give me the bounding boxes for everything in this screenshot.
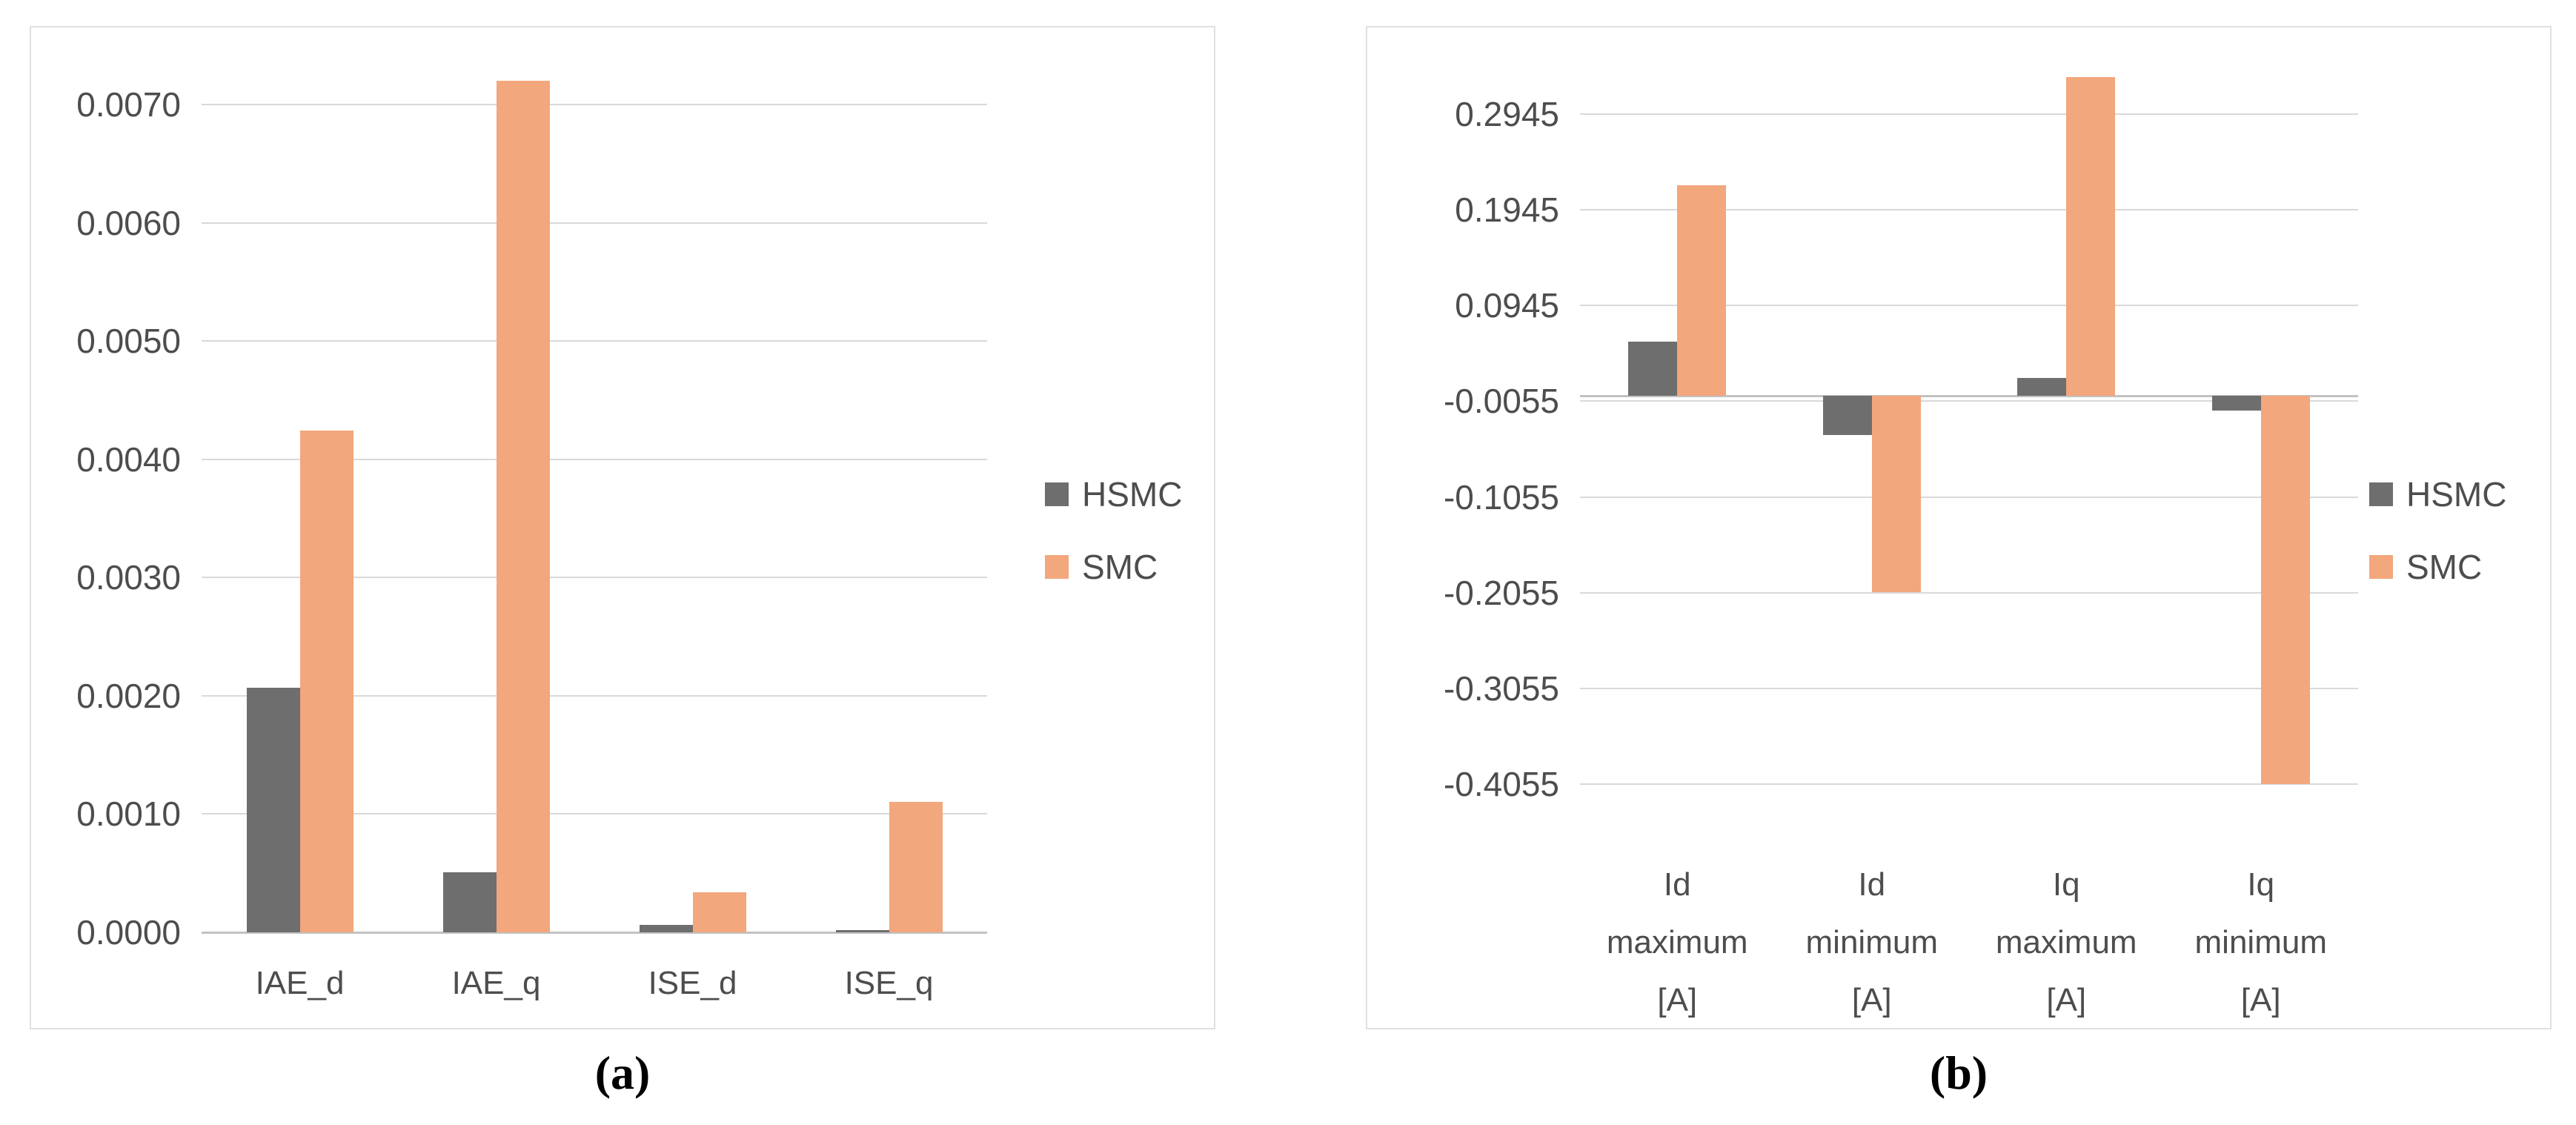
x-category-label: Id minimum [A] xyxy=(1775,856,1970,1029)
x-category-label: Iq maximum [A] xyxy=(1969,856,2164,1029)
y-tick-label: 0.2945 xyxy=(1455,95,1559,133)
x-category-label: ISE_q xyxy=(844,965,934,1001)
gridline xyxy=(202,340,987,342)
caption-b: (b) xyxy=(1929,1046,1988,1099)
y-tick-label: 0.0020 xyxy=(76,676,181,715)
bar-hsmc-1 xyxy=(246,687,300,932)
y-tick-label: -0.1055 xyxy=(1443,477,1559,517)
chart-panel-b: 0.2945 0.1945 0.0945 -0.0055 -0.1055 -0.2055 -… xyxy=(1366,26,2552,1029)
gridline xyxy=(202,813,987,815)
y-tick-label: 0.0070 xyxy=(76,85,181,124)
x-category-label-line: maximum xyxy=(1995,924,2137,960)
gridline xyxy=(202,458,987,460)
x-category-label: ISE_d xyxy=(648,965,737,1001)
x-axis-line xyxy=(1580,395,2358,398)
bar-smc-4 xyxy=(2260,396,2310,784)
bar-smc-3 xyxy=(692,892,746,932)
x-category-label: Id maximum [A] xyxy=(1580,856,1775,1029)
chart-panel-a: 0.0070 0.0060 0.0050 0.0040 0.0030 0.0020 0.00… xyxy=(30,26,1215,1029)
gridline xyxy=(1580,591,2358,594)
x-category-label-line: [A] xyxy=(1657,982,1698,1018)
legend-swatch-smc xyxy=(1045,555,1069,579)
legend-label-hsmc: HSMC xyxy=(2406,475,2507,514)
bar-hsmc-4 xyxy=(835,929,889,932)
gridline xyxy=(1580,305,2358,307)
x-category-label-line: [A] xyxy=(2046,982,2087,1018)
legend-label-smc: SMC xyxy=(1082,548,1158,586)
x-axis-line xyxy=(202,932,987,934)
y-tick-label: 0.0000 xyxy=(76,913,181,952)
x-category-label-line: Id xyxy=(1663,866,1691,903)
x-category-label-line: minimum xyxy=(2194,924,2327,960)
bar-hsmc-3 xyxy=(2017,377,2067,396)
x-category-label-line: maximum xyxy=(1606,924,1748,960)
gridline xyxy=(1580,496,2358,498)
bar-hsmc-1 xyxy=(1628,341,1678,396)
legend-swatch-hsmc xyxy=(1045,482,1069,506)
x-category-label-line: [A] xyxy=(2240,982,2281,1018)
y-tick-label: 0.0010 xyxy=(76,794,181,834)
gridline xyxy=(1580,113,2358,115)
bar-smc-3 xyxy=(2066,77,2116,396)
legend-swatch-hsmc xyxy=(2369,482,2393,506)
gridline xyxy=(202,577,987,579)
y-tick-label: 0.0050 xyxy=(76,322,181,361)
y-tick-label: 0.0040 xyxy=(76,439,181,479)
bar-hsmc-2 xyxy=(442,872,497,932)
bar-hsmc-3 xyxy=(639,925,693,932)
x-category-label: IAE_q xyxy=(451,965,541,1001)
y-tick-label: 0.0945 xyxy=(1455,286,1559,325)
x-category-label-line: [A] xyxy=(1851,982,1892,1018)
x-category-label-line: Iq xyxy=(2052,866,2080,903)
gridline xyxy=(202,104,987,105)
x-category-label: Iq minimum [A] xyxy=(2164,856,2359,1029)
gridline xyxy=(202,694,987,697)
x-category-label-line: minimum xyxy=(1805,924,1938,960)
bar-hsmc-2 xyxy=(1822,396,1872,436)
y-tick-label: -0.3055 xyxy=(1443,668,1559,708)
gridline xyxy=(1580,687,2358,689)
bar-smc-1 xyxy=(1677,185,1727,396)
y-tick-label: 0.0030 xyxy=(76,558,181,597)
gridline xyxy=(202,222,987,224)
x-category-label: IAE_d xyxy=(255,965,345,1001)
bar-smc-2 xyxy=(496,81,550,932)
y-tick-label: 0.1945 xyxy=(1455,190,1559,230)
y-tick-label: -0.4055 xyxy=(1443,765,1559,803)
gridline xyxy=(1580,209,2358,211)
y-tick-label: -0.2055 xyxy=(1443,573,1559,612)
x-category-label-line: Iq xyxy=(2247,866,2275,903)
bar-smc-4 xyxy=(889,802,943,932)
x-category-label-line: Id xyxy=(1858,866,1886,903)
caption-a: (a) xyxy=(594,1046,651,1099)
gridline xyxy=(1580,400,2358,402)
legend-label-smc: SMC xyxy=(2406,548,2483,586)
bar-hsmc-4 xyxy=(2211,396,2261,411)
legend-swatch-smc xyxy=(2369,555,2393,579)
legend-label-hsmc: HSMC xyxy=(1082,475,1183,514)
bar-smc-2 xyxy=(1871,396,1921,593)
bar-smc-1 xyxy=(299,431,353,932)
y-tick-label: -0.0055 xyxy=(1443,382,1559,421)
gridline xyxy=(1580,783,2358,785)
y-tick-label: 0.0060 xyxy=(76,203,181,242)
